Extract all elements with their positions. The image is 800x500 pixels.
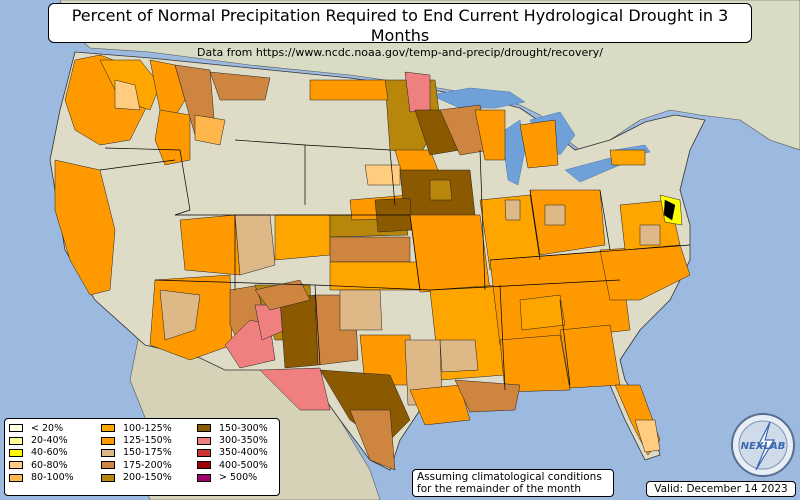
legend-label: 150-175%: [123, 447, 172, 459]
legend-label: 300-350%: [219, 435, 268, 447]
legend-item: 80-100%: [9, 472, 74, 484]
legend-swatch: [101, 473, 115, 482]
note-line-1: Assuming climatological conditions: [417, 471, 602, 483]
legend-swatch: [197, 461, 211, 470]
legend-item: 20-40%: [9, 434, 74, 446]
legend-item: 150-300%: [197, 422, 268, 434]
legend-item: < 20%: [9, 422, 74, 434]
legend-item: 300-350%: [197, 434, 268, 446]
legend-item: 175-200%: [101, 459, 172, 471]
valid-date: Valid: December 14 2023: [646, 481, 796, 497]
legend-label: < 20%: [31, 422, 64, 434]
legend-item: 150-175%: [101, 447, 172, 459]
legend-item: 40-60%: [9, 447, 74, 459]
legend-item: 400-500%: [197, 459, 268, 471]
legend-label: 350-400%: [219, 447, 268, 459]
legend-label: 100-125%: [123, 422, 172, 434]
legend-label: 125-150%: [123, 435, 172, 447]
nexlab-logo: NEXLAB: [731, 413, 795, 477]
legend-swatch: [9, 473, 23, 482]
legend-swatch: [197, 424, 211, 433]
logo-text: NEXLAB: [741, 441, 786, 452]
logo-lightning-icon: [755, 421, 776, 471]
legend-swatch: [101, 424, 115, 433]
legend-swatch: [9, 461, 23, 470]
legend-label: 80-100%: [31, 472, 74, 484]
legend-swatch: [101, 448, 115, 457]
state-borders: [99, 139, 691, 391]
legend-column-3: 150-300% 300-350% 350-400% 400-500% > 50…: [197, 422, 268, 484]
legend-label: 175-200%: [123, 459, 172, 471]
legend-item: 60-80%: [9, 459, 74, 471]
legend-label: > 500%: [219, 472, 258, 484]
legend-label: 200-150%: [123, 472, 172, 484]
legend-label: 60-80%: [31, 459, 68, 471]
legend: < 20% 20-40% 40-60% 60-80% 80-100% 100-1…: [4, 418, 280, 496]
legend-label: 400-500%: [219, 459, 268, 471]
legend-swatch: [9, 424, 23, 433]
legend-swatch: [197, 436, 211, 445]
legend-column-1: < 20% 20-40% 40-60% 60-80% 80-100%: [9, 422, 74, 484]
legend-item: 100-125%: [101, 422, 172, 434]
assumption-note: Assuming climatological conditions for t…: [412, 469, 614, 497]
legend-item: 350-400%: [197, 447, 268, 459]
title-box: Percent of Normal Precipitation Required…: [48, 3, 752, 59]
map-subtitle: Data from https://www.ncdc.noaa.gov/temp…: [197, 46, 603, 59]
map-title: Percent of Normal Precipitation Required…: [71, 6, 729, 45]
legend-swatch: [9, 448, 23, 457]
legend-swatch: [101, 436, 115, 445]
legend-item: 200-150%: [101, 472, 172, 484]
legend-item: > 500%: [197, 472, 268, 484]
legend-swatch: [101, 461, 115, 470]
legend-label: 150-300%: [219, 422, 268, 434]
note-line-2: for the remainder of the month: [417, 483, 582, 495]
legend-label: 40-60%: [31, 447, 68, 459]
legend-swatch: [197, 473, 211, 482]
legend-swatch: [9, 436, 23, 445]
legend-label: 20-40%: [31, 435, 68, 447]
legend-swatch: [197, 448, 211, 457]
legend-item: 125-150%: [101, 434, 172, 446]
drought-regions: [54, 54, 691, 471]
legend-column-2: 100-125% 125-150% 150-175% 175-200% 200-…: [101, 422, 172, 484]
